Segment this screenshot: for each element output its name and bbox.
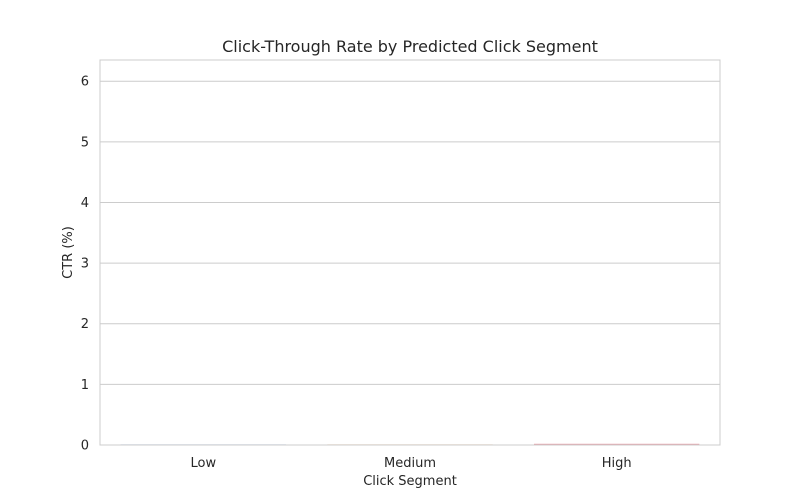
y-tick-label: 4: [81, 196, 89, 211]
x-axis-label: Click Segment: [363, 474, 457, 489]
bar-high: [534, 443, 700, 445]
y-tick-label: 3: [81, 257, 89, 272]
y-tick-label: 2: [81, 317, 89, 332]
grid-lines: [100, 80, 720, 446]
plot-frame: [99, 59, 721, 446]
y-tick-label: 1: [81, 378, 89, 393]
y-tick-labels: 0 1 2 3 4 5 6: [81, 75, 89, 454]
y-axis-label: CTR (%): [61, 226, 76, 279]
y-tick-label: 0: [81, 439, 89, 454]
y-tick-label: 6: [81, 75, 89, 90]
y-tick-label: 5: [81, 135, 89, 150]
x-tick-label: High: [602, 456, 632, 471]
chart-title: Click-Through Rate by Predicted Click Se…: [222, 37, 598, 56]
x-tick-labels: Low Medium High: [191, 456, 632, 471]
x-tick-label: Low: [191, 456, 217, 471]
x-tick-label: Medium: [384, 456, 436, 471]
